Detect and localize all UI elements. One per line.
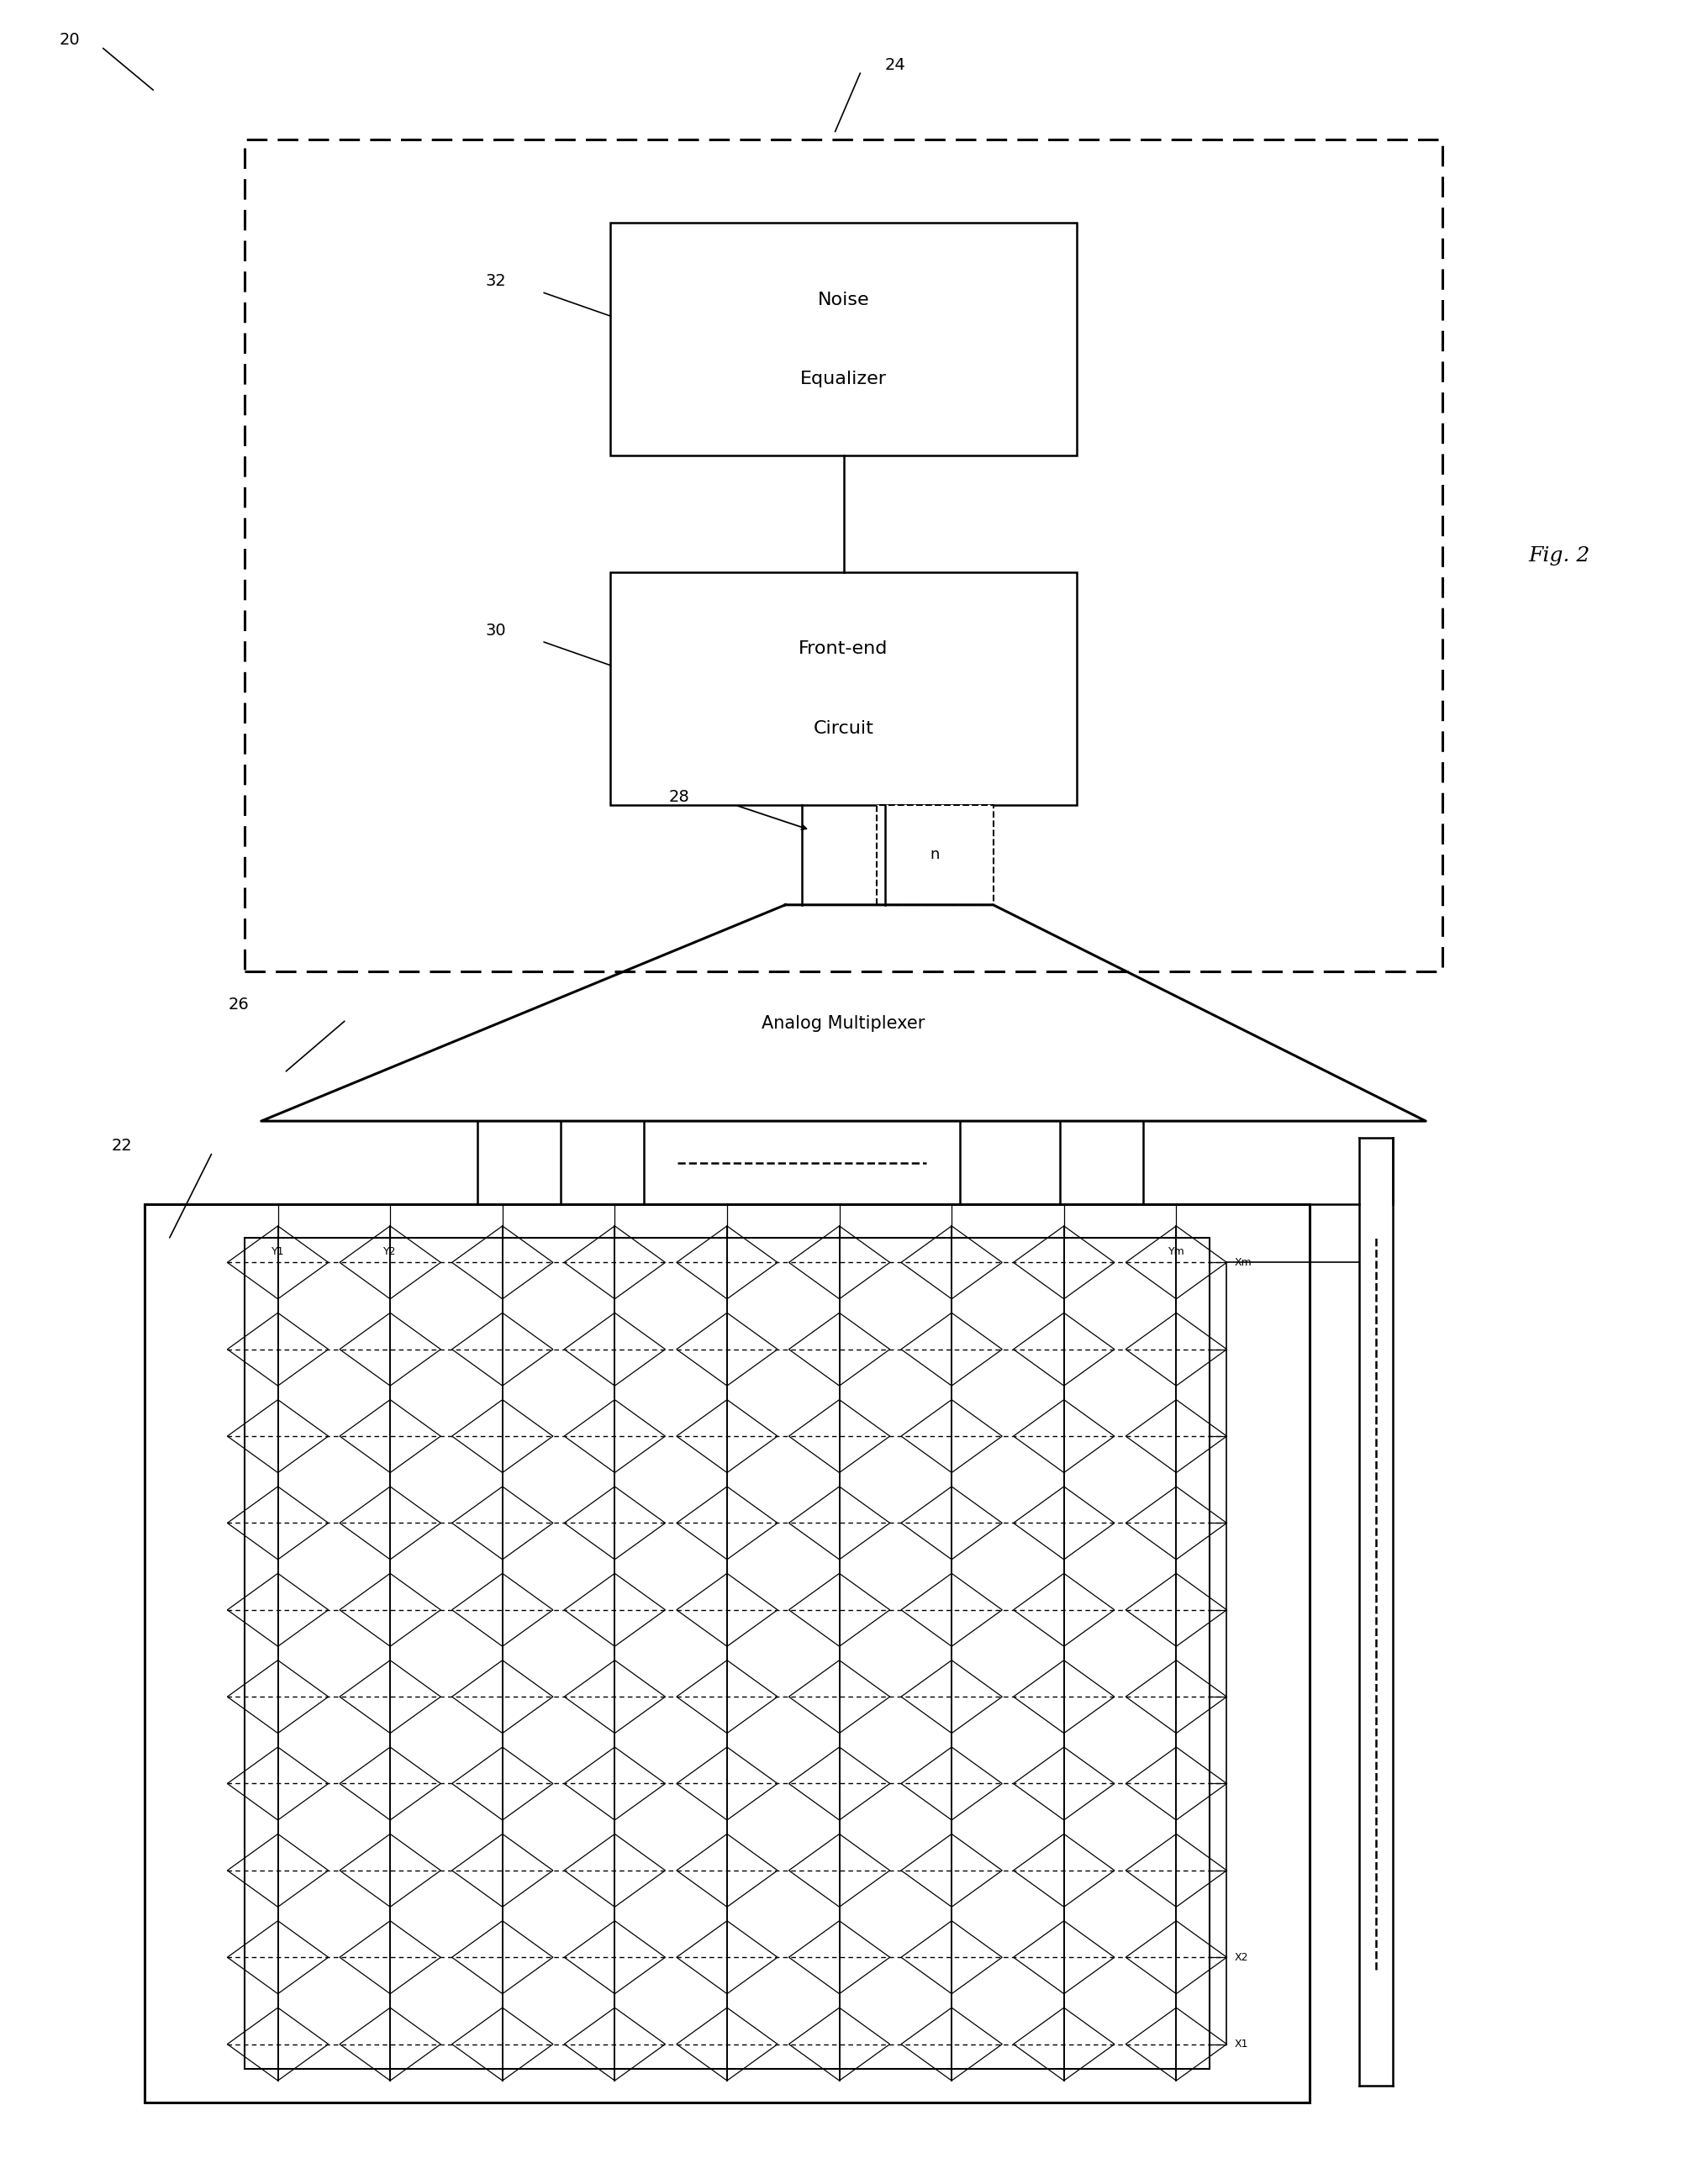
- Text: Circuit: Circuit: [813, 721, 874, 736]
- Text: Front-end: Front-end: [798, 640, 889, 657]
- Text: X2: X2: [1235, 1952, 1248, 1963]
- Text: 32: 32: [486, 273, 506, 288]
- FancyBboxPatch shape: [611, 223, 1076, 456]
- Text: 22: 22: [111, 1138, 132, 1153]
- Text: Noise: Noise: [818, 290, 869, 308]
- Text: 30: 30: [486, 622, 506, 638]
- Text: Equalizer: Equalizer: [800, 371, 887, 387]
- Text: n: n: [930, 847, 940, 863]
- Text: Ym: Ym: [1167, 1245, 1184, 1256]
- Text: Xm: Xm: [1235, 1258, 1252, 1269]
- Text: Y1: Y1: [272, 1245, 285, 1256]
- Text: X1: X1: [1235, 2038, 1248, 2049]
- FancyBboxPatch shape: [145, 1203, 1309, 2103]
- Text: 26: 26: [228, 996, 248, 1013]
- Text: 28: 28: [668, 788, 690, 804]
- Text: 20: 20: [59, 33, 81, 48]
- FancyBboxPatch shape: [877, 806, 994, 904]
- FancyBboxPatch shape: [245, 1238, 1210, 2068]
- Text: 24: 24: [886, 57, 906, 72]
- Text: Fig. 2: Fig. 2: [1528, 546, 1589, 566]
- FancyBboxPatch shape: [611, 572, 1076, 806]
- Text: Analog Multiplexer: Analog Multiplexer: [763, 1016, 924, 1033]
- Text: Y2: Y2: [383, 1245, 396, 1256]
